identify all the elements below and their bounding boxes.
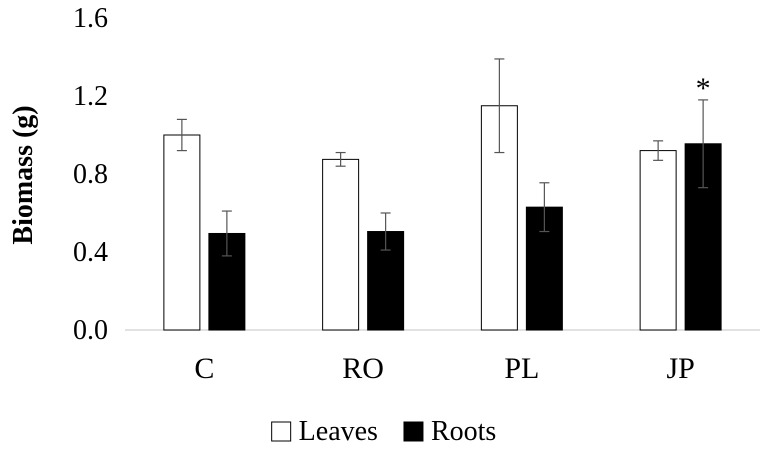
error-bar-leaves-jp — [653, 140, 664, 161]
error-bars — [176, 58, 709, 257]
bar-leaves-ro — [322, 158, 360, 331]
significance-marker-0: * — [696, 72, 711, 105]
legend-label-leaves: Leaves — [299, 416, 378, 447]
y-tick-label-0: 0.0 — [73, 315, 108, 346]
bar-leaves-c — [163, 134, 201, 331]
category-label-jp: JP — [666, 352, 694, 385]
y-tick-label-2: 0.8 — [73, 159, 108, 190]
y-tick-label-1: 0.4 — [73, 237, 108, 268]
category-label-c: C — [194, 352, 214, 385]
y-tick-labels: 0.0 0.4 0.8 1.2 1.6 — [73, 3, 108, 346]
error-bar-leaves-ro — [335, 151, 346, 167]
category-label-ro: RO — [342, 352, 384, 385]
error-bar-leaves-pl — [494, 58, 505, 154]
error-bar-roots-c — [221, 210, 232, 257]
y-tick-label-3: 1.2 — [73, 81, 108, 112]
y-axis-label: Biomass (g) — [8, 105, 39, 244]
legend: Leaves Roots — [271, 416, 496, 447]
category-labels: C RO PL JP — [194, 352, 694, 385]
error-bar-roots-jp — [698, 99, 709, 189]
category-label-pl: PL — [504, 352, 539, 385]
legend-label-roots: Roots — [431, 416, 496, 447]
legend-swatch-leaves — [271, 421, 292, 442]
bars — [163, 105, 722, 331]
bar-leaves-jp — [639, 150, 677, 331]
legend-swatch-roots — [403, 421, 424, 442]
error-bar-roots-pl — [539, 182, 550, 233]
error-bar-leaves-c — [176, 118, 187, 152]
annotations: * — [696, 72, 711, 105]
y-tick-label-4: 1.6 — [73, 3, 108, 34]
error-bar-roots-ro — [380, 212, 391, 251]
